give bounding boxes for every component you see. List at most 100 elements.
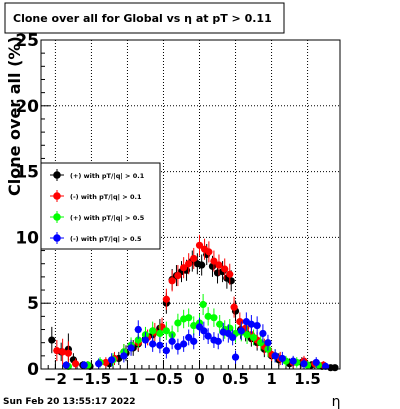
data-point [174, 271, 182, 280]
y-tick-label: 0 [27, 360, 39, 380]
series-4 [62, 312, 330, 370]
data-point [108, 356, 116, 364]
data-point [264, 339, 272, 347]
data-point [321, 362, 330, 370]
data-point [174, 343, 182, 351]
legend-marker [53, 213, 61, 221]
y-tick-label: 5 [27, 294, 39, 314]
data-point [198, 261, 206, 269]
grid [41, 40, 340, 369]
data-point [226, 270, 234, 278]
data-point [190, 254, 198, 263]
data-point [259, 329, 267, 338]
data-point [227, 277, 235, 285]
data-point [162, 346, 170, 355]
data-point [230, 303, 238, 311]
data-point [210, 314, 218, 322]
data-point [210, 257, 218, 265]
data-point [331, 364, 339, 372]
legend-label: (-) with pT/|q| > 0.5 [70, 235, 142, 244]
x-tick-label: −0.5 [144, 370, 183, 388]
legend-box [40, 162, 161, 250]
data-point [247, 320, 255, 328]
data-point [141, 336, 150, 344]
data-point [156, 341, 164, 349]
y-tick-label: 10 [15, 228, 39, 248]
legend-label: (-) with pT/|q| > 0.1 [70, 193, 142, 202]
data-point [185, 314, 193, 322]
data-point [195, 241, 204, 249]
legend-label: (+) with pT/|q| > 0.5 [70, 214, 145, 223]
data-point [216, 320, 224, 328]
data-point [190, 321, 198, 330]
x-tick-label: 0.5 [222, 370, 249, 388]
legend-marker [53, 192, 61, 200]
legend: (+) with pT/|q| > 0.1 (-) with pT/|q| > 0… [40, 162, 161, 250]
data-point [278, 354, 286, 363]
tick-labels: −2 −1.5 −1 −0.5 0 0.5 1 1.5 0 5 10 15 20 25 [15, 31, 321, 388]
data-point [180, 340, 188, 348]
data-point [289, 357, 297, 365]
x-tick-label: 0 [194, 370, 204, 388]
data-point [200, 327, 208, 335]
data-point [174, 319, 182, 327]
data-point [149, 327, 157, 335]
x-tick-label: 1 [266, 370, 276, 388]
data-point [237, 327, 245, 335]
chart-title: Clone over all for Global vs η at pT > 0… [13, 12, 272, 25]
legend-label: (+) with pT/|q| > 0.1 [70, 172, 145, 181]
x-tick-label: −1.5 [72, 370, 111, 388]
data-point [229, 333, 237, 342]
data-point [134, 325, 142, 334]
data-point [95, 360, 103, 368]
data-point [215, 261, 223, 269]
y-tick-label: 25 [15, 31, 39, 51]
title-box [4, 2, 285, 34]
data-point [80, 361, 88, 369]
data-point [168, 277, 176, 285]
data-point [204, 312, 212, 320]
data-point [162, 295, 170, 303]
data-point [48, 336, 56, 344]
data-point [102, 358, 110, 367]
data-point [249, 333, 258, 342]
data-point [134, 336, 142, 344]
y-tick-label: 20 [15, 97, 39, 117]
data-point [162, 327, 170, 335]
data-point [59, 348, 67, 356]
data-point [180, 264, 188, 272]
series-layer [48, 234, 339, 372]
x-tick-label: −1 [116, 370, 139, 388]
x-tick-label: −2 [44, 370, 67, 388]
data-point [53, 346, 61, 355]
data-point [205, 248, 213, 256]
data-point [243, 331, 251, 339]
data-point [120, 352, 128, 360]
data-point [149, 340, 157, 348]
data-point [62, 361, 70, 369]
data-point [214, 337, 222, 345]
data-point [185, 260, 193, 268]
series-2 [53, 234, 328, 369]
data-point [231, 353, 240, 361]
data-point [236, 318, 244, 326]
data-point [271, 352, 279, 360]
legend-marker [53, 171, 61, 179]
data-point [300, 360, 308, 368]
data-point [71, 360, 80, 368]
data-point [253, 321, 261, 330]
data-point [312, 358, 320, 367]
footer-timestamp: Sun Feb 20 13:55:17 2022 [3, 397, 136, 407]
data-point [185, 333, 193, 342]
data-point [221, 265, 229, 273]
data-point [156, 329, 164, 338]
data-point [168, 337, 176, 345]
x-tick-label: 1.5 [294, 370, 321, 388]
data-point [64, 349, 72, 357]
x-axis-label: η [332, 394, 341, 409]
legend-marker [53, 234, 61, 242]
data-point [127, 344, 135, 352]
y-tick-label: 15 [15, 163, 39, 183]
